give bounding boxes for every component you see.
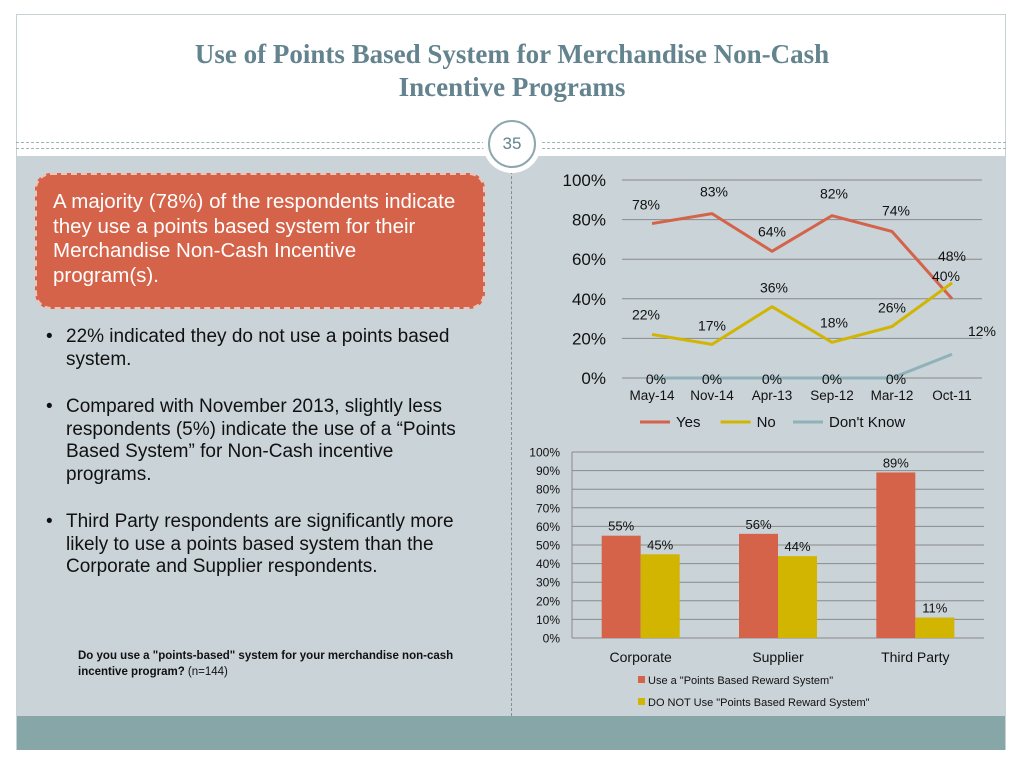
legend-label: Don't Know bbox=[829, 414, 905, 431]
title-line-1: Use of Points Based System for Merchandi… bbox=[194, 39, 830, 69]
y-tick-label: 40% bbox=[536, 557, 560, 571]
bar-chart: 0% 10% 20% 30% 40% 50% 60% 70% 80% 90% 100% Corpora… bbox=[529, 446, 984, 709]
bullet-marker: • bbox=[46, 396, 53, 417]
data-label: 0% bbox=[886, 371, 906, 387]
y-tick-label: 20% bbox=[572, 329, 606, 348]
y-tick-label: 100% bbox=[563, 171, 606, 190]
y-tick-label: 100% bbox=[529, 446, 560, 460]
y-tick-label: 80% bbox=[572, 211, 606, 230]
x-tick-label: Oct-11 bbox=[932, 388, 972, 403]
footer-band bbox=[17, 716, 1005, 750]
key-finding-callout: A majority (78%) of the respondents indi… bbox=[35, 173, 485, 309]
data-label: 89% bbox=[883, 455, 909, 470]
y-tick-label: 20% bbox=[536, 594, 560, 608]
legend-swatch bbox=[638, 676, 645, 683]
data-label: 64% bbox=[758, 223, 786, 239]
x-tick-label: Mar-12 bbox=[871, 388, 914, 403]
y-tick-label: 80% bbox=[536, 483, 560, 497]
x-tick-label: Supplier bbox=[752, 649, 804, 665]
bullet-marker: • bbox=[46, 511, 53, 532]
bar bbox=[739, 533, 778, 638]
y-tick-label: 90% bbox=[536, 464, 560, 478]
x-tick-label: Corporate bbox=[610, 649, 672, 665]
y-tick-label: 10% bbox=[536, 613, 560, 627]
data-label: 22% bbox=[632, 306, 660, 322]
legend-swatch bbox=[638, 698, 645, 705]
data-label: 55% bbox=[608, 519, 634, 534]
data-label: 44% bbox=[784, 539, 810, 554]
y-tick-label: 50% bbox=[536, 539, 560, 553]
x-tick-label: May-14 bbox=[629, 388, 675, 403]
bullet-marker: • bbox=[46, 326, 53, 347]
data-label: 0% bbox=[822, 371, 842, 387]
title-line-2: Incentive Programs bbox=[398, 72, 626, 102]
column-divider bbox=[511, 156, 512, 716]
line-chart: 0% 20% 40% 60% 80% 100% May-14 Nov-14 Apr-13 Sep-… bbox=[563, 171, 997, 431]
data-label: 18% bbox=[820, 314, 848, 330]
legend-label: Use a "Points Based Reward System" bbox=[648, 675, 833, 687]
legend-label: No bbox=[757, 414, 776, 431]
bullet-item: • 22% indicated they do not use a points … bbox=[44, 326, 484, 371]
bar bbox=[876, 472, 916, 638]
bullet-text: Compared with November 2013, slightly le… bbox=[66, 396, 456, 485]
data-label: 48% bbox=[938, 248, 966, 264]
data-label: 56% bbox=[745, 517, 771, 532]
x-tick-label: Nov-14 bbox=[690, 388, 734, 403]
survey-question: Do you use a "points-based" system for y… bbox=[78, 650, 454, 678]
series-line bbox=[651, 212, 954, 300]
sample-size: (n=144) bbox=[184, 666, 228, 678]
bar bbox=[778, 556, 817, 638]
data-label: 0% bbox=[646, 371, 666, 387]
series-line bbox=[652, 352, 953, 380]
y-tick-label: 60% bbox=[572, 250, 606, 269]
data-label: 12% bbox=[968, 323, 996, 339]
x-tick-label: Apr-13 bbox=[752, 388, 793, 403]
data-label: 17% bbox=[698, 317, 726, 333]
page-number: 35 bbox=[488, 120, 536, 168]
data-label: 83% bbox=[700, 184, 728, 200]
y-tick-label: 0% bbox=[543, 632, 561, 646]
bullet-list: • 22% indicated they do not use a points … bbox=[44, 326, 484, 604]
data-label: 11% bbox=[922, 601, 947, 616]
slide-title: Use of Points Based System for Merchandi… bbox=[20, 38, 1004, 104]
y-tick-label: 40% bbox=[572, 290, 606, 309]
bar bbox=[640, 554, 680, 638]
data-label: 0% bbox=[702, 371, 722, 387]
data-label: 74% bbox=[882, 202, 910, 218]
y-tick-label: 60% bbox=[536, 520, 560, 534]
bar bbox=[601, 535, 641, 638]
bullet-text: Third Party respondents are significantl… bbox=[66, 511, 454, 577]
data-label: 40% bbox=[932, 268, 960, 284]
data-label: 78% bbox=[632, 197, 660, 213]
data-label: 36% bbox=[760, 280, 788, 296]
y-tick-label: 30% bbox=[536, 576, 560, 590]
legend-label: Yes bbox=[676, 414, 700, 431]
bullet-text: 22% indicated they do not use a points b… bbox=[66, 326, 450, 370]
data-label: 0% bbox=[762, 371, 782, 387]
data-label: 26% bbox=[878, 300, 906, 316]
bullet-item: • Compared with November 2013, slightly l… bbox=[44, 396, 484, 486]
survey-question-note: Do you use a "points-based" system for y… bbox=[78, 648, 478, 680]
data-label: 45% bbox=[647, 537, 673, 552]
y-tick-label: 0% bbox=[581, 369, 606, 388]
x-tick-label: Sep-12 bbox=[810, 388, 854, 403]
x-tick-label: Third Party bbox=[881, 649, 949, 665]
data-label: 82% bbox=[820, 186, 848, 202]
series-line bbox=[651, 281, 953, 346]
bullet-item: • Third Party respondents are significant… bbox=[44, 511, 484, 579]
y-tick-label: 70% bbox=[536, 501, 560, 515]
legend-label: DO NOT Use "Points Based Reward System" bbox=[648, 697, 870, 709]
bar bbox=[915, 617, 955, 638]
